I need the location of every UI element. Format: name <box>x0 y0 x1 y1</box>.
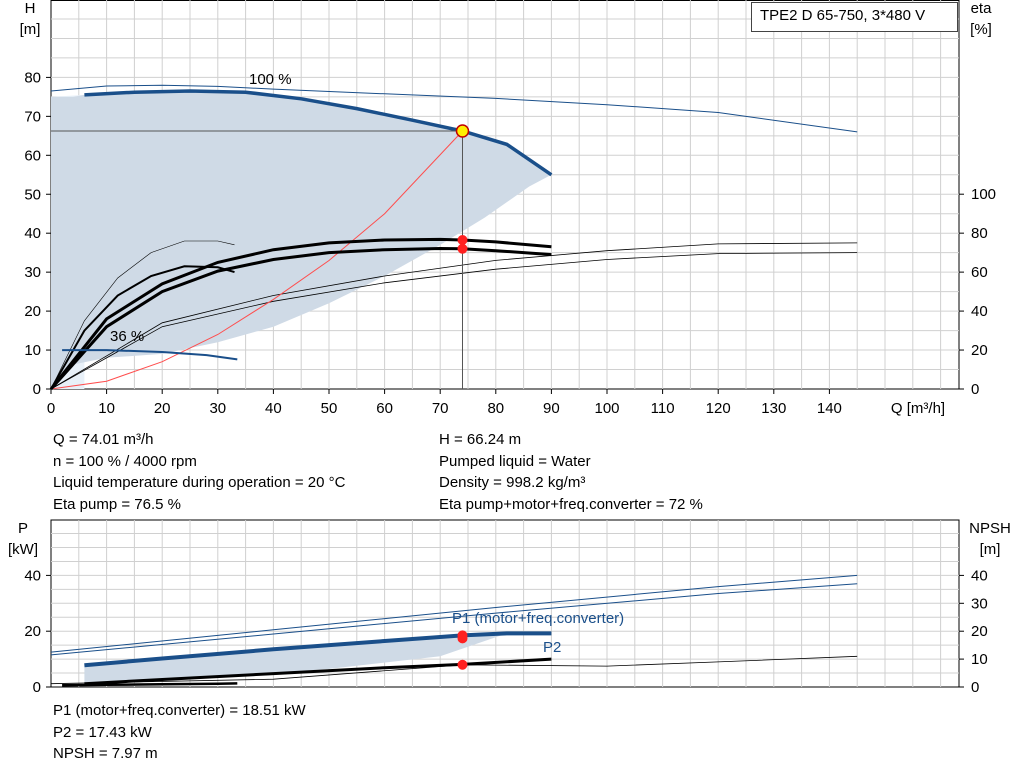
q-tick-label: 60 <box>376 400 393 417</box>
p1-curve <box>84 631 552 668</box>
p1-curve-label: P1 (motor+freq.converter) <box>452 610 624 627</box>
pump-title: TPE2 D 65-750, 3*480 V <box>751 2 958 32</box>
h-axis-unit: [m] <box>20 21 41 38</box>
duty-point <box>455 124 470 138</box>
p1-thin-upper-curve <box>50 574 858 653</box>
npsh-tick-label: 0 <box>971 679 979 696</box>
info-p2: P2 = 17.43 kW <box>53 723 152 741</box>
q-tick-label: 110 <box>651 400 675 417</box>
info-left: Q = 74.01 m³/h n = 100 % / 4000 rpm Liqu… <box>53 429 345 515</box>
eta-thin-lower-curve <box>50 252 858 390</box>
q-tick-label: 30 <box>209 400 226 417</box>
q-tick-label: 0 <box>47 400 55 417</box>
info-bottom: P1 (motor+freq.converter) = 18.51 kW P2 … <box>53 700 306 765</box>
eta-tick-label: 0 <box>971 381 979 398</box>
h-tick-label: 10 <box>24 342 41 359</box>
q-tick-label: 50 <box>321 400 338 417</box>
eta-thin-upper-curve <box>50 242 858 390</box>
qh-plot: 0 10 20 30 40 50 60 70 80 90 100 110 120 130 140 0 10 20 3… <box>24 0 996 417</box>
p-tick-label: 0 <box>33 679 41 696</box>
q-tick-label: 20 <box>154 400 171 417</box>
eta-tick-label: 40 <box>971 303 988 320</box>
p-tick-label: 40 <box>24 567 41 584</box>
eta-total-curve <box>49 246 552 390</box>
eta-axis-label: eta <box>971 0 993 17</box>
q-tick-label: 70 <box>432 400 449 417</box>
duty-eta-pump-point <box>457 234 468 245</box>
p1-thin-lower-curve <box>50 583 858 656</box>
npsh-axis-unit: [m] <box>980 541 1001 558</box>
p2-curve <box>84 657 552 686</box>
info-npsh: NPSH = 7.97 m <box>53 745 158 762</box>
power-grid <box>51 520 959 687</box>
info-right: H = 66.24 m Pumped liquid = Water Densit… <box>439 429 703 515</box>
q-tick-label: 80 <box>487 400 504 417</box>
h-tick-label: 50 <box>24 186 41 203</box>
duty-npsh-point <box>457 659 468 670</box>
q-tick-label: 90 <box>543 400 560 417</box>
q-tick-label: 40 <box>265 400 282 417</box>
info-head: H = 66.24 m <box>439 431 522 448</box>
power-plot: 0 20 40 0 10 20 30 40 <box>24 519 988 696</box>
info-liquid-temp: Liquid temperature during operation = 20… <box>53 474 346 491</box>
p2-curve-label: P2 <box>543 639 561 656</box>
curve-label-36: 36 % <box>110 328 144 345</box>
eta-pump-min-curve <box>50 240 235 390</box>
power-curves <box>50 574 858 687</box>
qh-curves <box>49 84 858 390</box>
eta-tick-label: 20 <box>971 342 988 359</box>
h-axis-label: H <box>25 0 36 17</box>
npsh-curve <box>50 655 858 685</box>
duty-p2-point <box>457 633 468 644</box>
qh-ticks: 0 10 20 30 40 50 60 70 80 90 100 110 120 130 140 0 10 20 3… <box>24 69 996 417</box>
npsh-tick-label: 30 <box>971 595 988 612</box>
eta-total-min-curve <box>50 265 235 390</box>
eta-pump-curve <box>49 237 552 390</box>
power-envelope <box>84 633 507 685</box>
npsh-axis-label: NPSH <box>969 520 1011 537</box>
h-tick-label: 0 <box>33 381 41 398</box>
h-tick-label: 30 <box>24 264 41 281</box>
q-tick-label: 130 <box>761 400 786 417</box>
q-axis-label: Q [m³/h] <box>891 400 945 417</box>
qh-envelope <box>51 91 552 389</box>
h-tick-label: 70 <box>24 108 41 125</box>
npsh-tick-label: 20 <box>971 623 988 640</box>
info-liquid: Pumped liquid = Water <box>439 452 591 470</box>
eta-tick-label: 100 <box>971 186 996 203</box>
q-tick-label: 10 <box>98 400 115 417</box>
q-tick-label: 140 <box>817 400 842 417</box>
info-density: Density = 998.2 kg/m³ <box>439 474 586 491</box>
p-axis-unit: [kW] <box>8 541 38 558</box>
qh-max-thin-curve <box>50 84 858 133</box>
h-tick-label: 40 <box>24 225 41 242</box>
p-tick-label: 20 <box>24 623 41 640</box>
info-eta-total: Eta pump+motor+freq.converter = 72 % <box>439 495 703 513</box>
qh-curve-100 <box>84 89 553 177</box>
qh-curve-36 <box>62 349 238 361</box>
h-tick-label: 60 <box>24 147 41 164</box>
system-curve <box>50 130 463 390</box>
npsh-tick-label: 40 <box>971 567 988 584</box>
eta-tick-label: 60 <box>971 264 988 281</box>
info-eta-pump: Eta pump = 76.5 % <box>53 495 181 513</box>
h-tick-label: 80 <box>24 69 41 86</box>
npsh-tick-label: 10 <box>971 651 988 668</box>
eta-tick-label: 80 <box>971 225 988 242</box>
h-tick-label: 20 <box>24 303 41 320</box>
info-flow: Q = 74.01 m³/h <box>53 431 154 448</box>
q-tick-label: 120 <box>706 400 731 417</box>
info-p1: P1 (motor+freq.converter) = 18.51 kW <box>53 702 306 719</box>
info-speed: n = 100 % / 4000 rpm <box>53 452 197 470</box>
q-tick-label: 100 <box>594 400 619 417</box>
eta-axis-unit: [%] <box>970 21 992 38</box>
curve-label-100: 100 % <box>249 71 292 88</box>
p-axis-label: P <box>18 520 28 537</box>
duty-eta-total-point <box>457 243 468 254</box>
power-ticks: 0 20 40 0 10 20 30 40 <box>24 567 987 696</box>
p-min-curve <box>62 682 238 687</box>
